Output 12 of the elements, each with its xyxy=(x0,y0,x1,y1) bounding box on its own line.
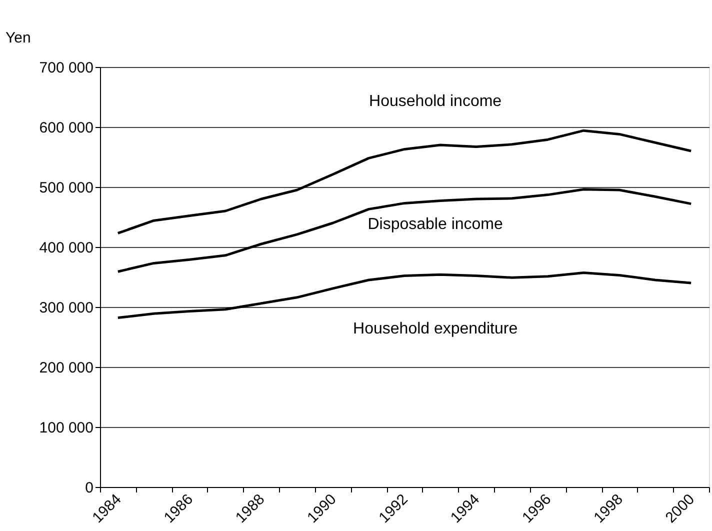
annotation: Disposable income xyxy=(368,216,504,233)
y-tick-label: 100 000 xyxy=(39,420,94,436)
y-tick-label: 700 000 xyxy=(39,60,94,76)
y-tick-label: 200 000 xyxy=(39,360,94,376)
y-tick-label: 300 000 xyxy=(39,300,94,316)
y-tick-label: 0 xyxy=(85,480,94,496)
y-axis-title: Yen xyxy=(6,30,31,46)
y-tick-label: 500 000 xyxy=(39,180,94,196)
y-tick-label: 600 000 xyxy=(39,120,94,136)
y-tick-label: 400 000 xyxy=(39,240,94,256)
annotation: Household expenditure xyxy=(353,320,518,338)
annotation: Household income xyxy=(369,93,502,110)
